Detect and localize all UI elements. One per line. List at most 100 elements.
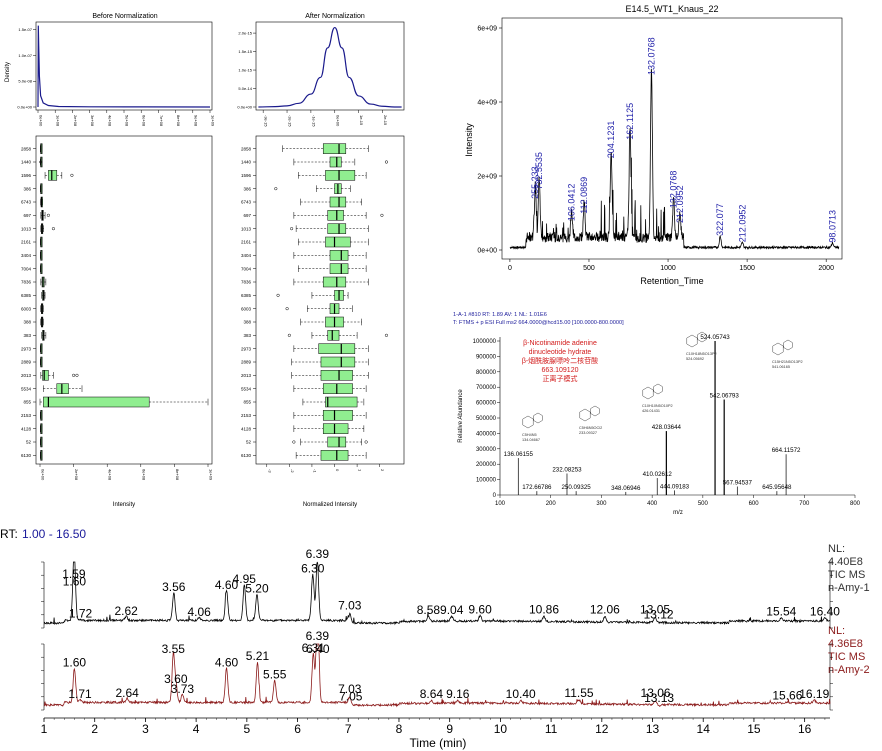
boxplot-intensity-category-label: 52 [26, 440, 32, 445]
boxplot-normalized-category-label: 2973 [241, 346, 252, 351]
boxplot-normalized-box [322, 276, 347, 288]
tic-trace-2 [43, 643, 831, 708]
boxplot-intensity-category-label: 5534 [21, 386, 32, 391]
density-before-xtick-label: 5e+08 [125, 115, 130, 127]
boxplot-normalized-box [329, 250, 349, 261]
density-after-xtick-label: 2e-15 [383, 115, 388, 126]
tic-xtick-label: 1 [41, 722, 48, 736]
density-after-xtick-label: -3e-15 [264, 115, 269, 127]
tic-peak-label: 9.04 [440, 603, 464, 617]
ms2-peak-label: 250.09325 [561, 484, 591, 491]
ms2-compound-annotation: 正离子模式 [543, 374, 578, 383]
tic-peak-label: 5.55 [263, 667, 287, 681]
tic-peak-label: 3.55 [162, 642, 186, 656]
density-after-ytick-label: 0.0e+00 [237, 105, 252, 110]
tic-peak-label: 9.16 [446, 687, 470, 701]
tic2-nl-label: NL: [828, 625, 845, 637]
ms2-structure-caption: C15H21N5O13P2 [772, 360, 803, 364]
rt-peak-label: 212.0952 [675, 185, 685, 223]
ms2-structure-caption: 233.09327 [579, 431, 597, 435]
boxplot-intensity-outlier [72, 373, 76, 377]
ms2-ytick-label: 1000000 [473, 339, 497, 345]
boxplot-intensity-category-label: 6003 [21, 306, 32, 311]
tic-xtick-label: 8 [396, 722, 403, 736]
boxplot-intensity-category-label: 1440 [21, 160, 32, 165]
tic2-name: n-Amy-2 [828, 664, 870, 676]
ms2-structure-ring [686, 334, 698, 348]
boxplot-intensity-xtick-label: 8e+08 [175, 469, 180, 481]
ms2-ytick-label: 500000 [476, 416, 497, 422]
tic-peak-label: 4.06 [187, 605, 211, 619]
density-before-chart: Before Normalization Density 0.0e+00 5.0e… [5, 13, 216, 127]
boxplot-intensity-category-label: 2973 [21, 346, 32, 351]
boxplot-normalized-outlier [285, 307, 289, 311]
boxplot-normalized-box [329, 156, 342, 168]
retention-chromatogram-xlabel: Retention_Time [640, 276, 703, 286]
ms2-peak-label: 567.94537 [723, 480, 753, 487]
boxplot-normalized-xlabel: Normalized Intensity [303, 502, 357, 508]
boxplot-normalized-xtick-label: -1 [312, 469, 317, 473]
ms2-peak-label: 348.06946 [611, 485, 641, 492]
tic-peak-label: 2.64 [115, 686, 139, 700]
boxplot-intensity-outlier [75, 373, 79, 377]
density-after-xtick-label: 0e+00 [335, 115, 340, 127]
ms2-compound-annotation: β-Nicotinamide adenine [523, 340, 597, 347]
boxplot-intensity-category-label: 386 [23, 186, 31, 191]
retention-chromatogram-chart: E14.5_WT1_Knaus_22 Retention_Time Intens… [464, 4, 843, 286]
boxplot-normalized-box [322, 410, 353, 421]
tic-peak-label: 1.71 [68, 687, 92, 701]
boxplot-normalized-category-label: 383 [243, 333, 251, 338]
density-before-xtick-label: 4e+08 [107, 115, 112, 127]
tic-peak-label: 4.95 [233, 572, 257, 586]
retention-chromatogram-frame [501, 17, 843, 260]
boxplot-normalized-category-label: 1013 [241, 226, 252, 231]
boxplot-intensity-category-label: 2013 [21, 373, 32, 378]
boxplot-intensity-outlier [51, 227, 55, 231]
density-before-xtick-label: 0e+00 [39, 115, 44, 127]
boxplot-intensity-box [43, 396, 150, 408]
rt-xtick-label: 1500 [739, 265, 755, 272]
ms2-xtick-label: 800 [850, 501, 861, 507]
tic-peak-label: 10.40 [506, 687, 536, 701]
density-before-xtick-label: 1e+09 [211, 115, 216, 127]
boxplot-intensity-category-label: 697 [23, 213, 31, 218]
tic-xtick-label: 7 [345, 722, 352, 736]
boxplot-normalized-xtick-label: 0 [335, 469, 340, 472]
ms2-xtick-label: 400 [647, 501, 658, 507]
ms2-peak-label: 444.09183 [660, 483, 690, 490]
tic-peak-label: 3.60 [164, 672, 188, 686]
boxplot-normalized-category-label: 388 [243, 320, 251, 325]
rt-peak-label: 255.233 [530, 166, 540, 199]
ms2-peak-label: 172.66786 [522, 484, 552, 491]
boxplot-normalized-category-label: 1596 [241, 173, 252, 178]
tic-xtick-label: 11 [545, 722, 558, 736]
boxplot-intensity-category-label: 1013 [21, 226, 32, 231]
boxplot-intensity-category-label: 4128 [21, 426, 32, 431]
density-before-xtick-label: 3e+08 [90, 115, 95, 127]
rt-trace [509, 68, 840, 250]
boxplot-normalized-category-label: 2161 [241, 240, 252, 245]
tic-xtick-label: 10 [494, 722, 508, 736]
boxplot-normalized-category-label: 6130 [241, 453, 252, 458]
ms2-ytick-label: 300000 [476, 447, 497, 453]
rt-xtick-label: 0 [508, 265, 512, 272]
tic-chart: RT: 1.00 - 16.50 Time (min) NL: 4.40E8 T… [0, 527, 870, 750]
density-before-ytick-label: 0.0e+00 [17, 105, 32, 110]
boxplot-normalized-xtick-label: 2 [380, 469, 385, 472]
tic-xtick-label: 16 [798, 722, 812, 736]
boxplot-normalized-category-label: 6385 [241, 293, 252, 298]
tic-peak-label: 13.05 [640, 602, 670, 616]
boxplot-intensity-chart: Intensity 2858 1440 1596 386 6743 697 1013 2161… [21, 135, 214, 508]
density-before-title: Before Normalization [92, 13, 157, 20]
ms2-compound-annotation: β-烟酰胺腺嘌呤二核苷酸 [522, 356, 598, 365]
density-after-title: After Normalization [305, 13, 365, 20]
tic-rt-label: RT: [0, 527, 18, 541]
tic-peak-label: 5.21 [246, 649, 270, 663]
boxplot-normalized-box [327, 223, 347, 234]
boxplot-normalized-panel: Normalized Intensity 2858 1440 1596 386 6743… [220, 128, 410, 513]
ms2-structure-caption: 524.05692 [686, 357, 704, 361]
boxplot-normalized-box [327, 436, 347, 448]
boxplot-normalized-box [320, 356, 356, 368]
boxplot-normalized-outlier [380, 213, 384, 217]
tic-xtick-label: 12 [595, 722, 609, 736]
